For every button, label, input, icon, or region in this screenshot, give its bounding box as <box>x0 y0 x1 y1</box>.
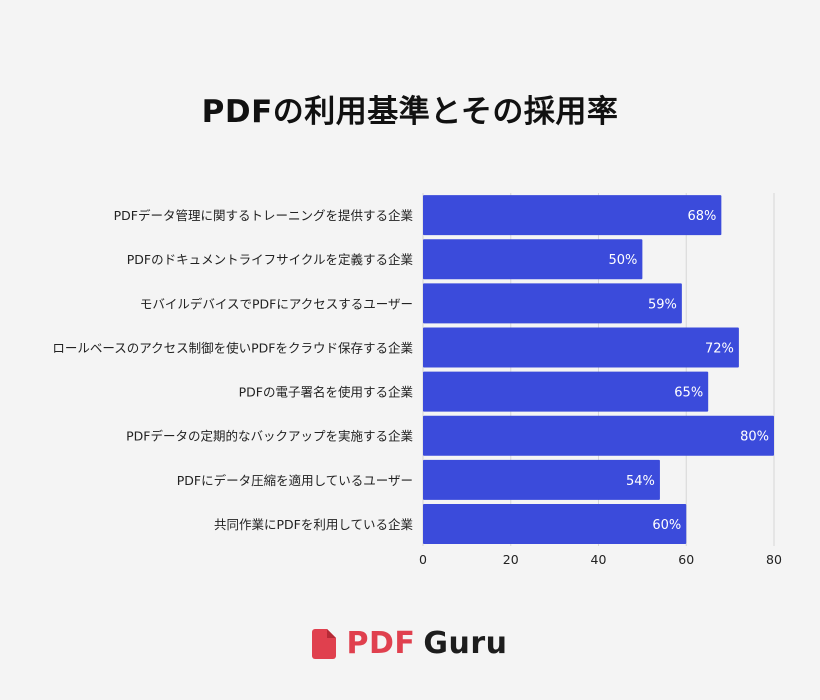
bar <box>423 239 643 280</box>
category-label: ロールベースのアクセス制御を使いPDFをクラウド保存する企業 <box>52 340 413 355</box>
bar <box>423 371 709 412</box>
bar-value-label: 59% <box>648 297 677 312</box>
category-label: モバイルデバイスでPDFにアクセスするユーザー <box>140 296 413 311</box>
x-tick-label: 80 <box>766 552 782 567</box>
category-label: PDFデータ管理に関するトレーニングを提供する企業 <box>114 208 414 223</box>
brand-name: PDF Guru <box>346 626 507 661</box>
bar-value-label: 80% <box>740 430 769 445</box>
pdf-guru-logo-icon <box>312 628 337 659</box>
brand-name-guru: Guru <box>423 626 508 661</box>
bar-value-label: 65% <box>674 386 703 401</box>
bar-chart: 68% 50% 59% 72% 65% 80% 54% 60% 0 20 40 60 80 PDFデータ… <box>52 193 782 567</box>
x-tick-label: 40 <box>591 552 607 567</box>
chart-title: PDFの利用基準とその採用率 <box>201 94 619 130</box>
bar <box>423 283 682 324</box>
x-tick-label: 20 <box>503 552 519 567</box>
brand-footer: PDF Guru <box>0 626 820 661</box>
bar-value-label: 72% <box>705 341 734 356</box>
bar <box>423 415 774 456</box>
x-tick-label: 0 <box>419 552 427 567</box>
category-label: PDFデータの定期的なバックアップを実施する企業 <box>126 429 413 444</box>
bar <box>423 195 722 236</box>
bar-value-label: 54% <box>626 474 655 489</box>
bar-value-label: 60% <box>652 518 681 533</box>
category-label: 共同作業にPDFを利用している企業 <box>214 517 413 532</box>
bar <box>423 459 660 500</box>
category-label: PDFの電子署名を使用する企業 <box>239 385 414 400</box>
bar <box>423 503 687 544</box>
category-label: PDFのドキュメントライフサイクルを定義する企業 <box>127 252 414 267</box>
brand-name-pdf: PDF <box>346 626 416 661</box>
bar <box>423 327 739 368</box>
bar-value-label: 68% <box>687 209 716 224</box>
bar-value-label: 50% <box>608 253 637 268</box>
x-tick-label: 60 <box>678 552 694 567</box>
category-label: PDFにデータ圧縮を適用しているユーザー <box>177 473 413 488</box>
